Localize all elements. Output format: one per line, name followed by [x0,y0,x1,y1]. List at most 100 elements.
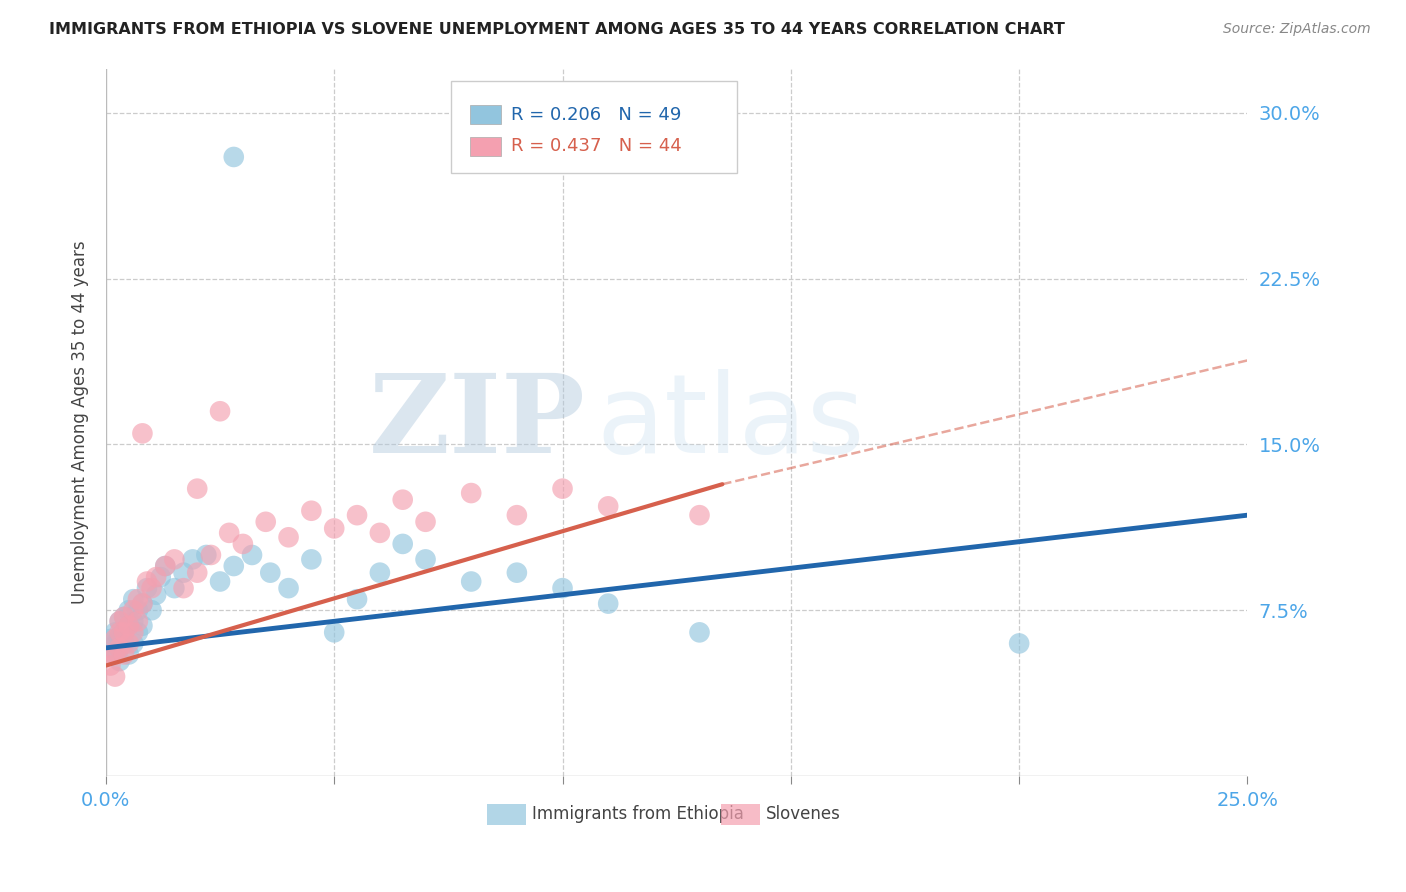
Point [598,597,620,611]
Point [689,625,711,640]
Point [460,574,482,589]
Point [415,515,437,529]
Point [163,552,186,566]
FancyBboxPatch shape [488,804,526,825]
Point [551,482,574,496]
Point [551,581,574,595]
Point [108,640,131,655]
Point [122,592,145,607]
Point [104,625,127,640]
Point [104,670,127,684]
Point [141,581,163,595]
Point [104,636,127,650]
Point [186,566,208,580]
Point [141,603,163,617]
Point [104,648,127,662]
Text: IMMIGRANTS FROM ETHIOPIA VS SLOVENE UNEMPLOYMENT AMONG AGES 35 TO 44 YEARS CORRE: IMMIGRANTS FROM ETHIOPIA VS SLOVENE UNEM… [49,22,1066,37]
Point [131,597,153,611]
Point [131,597,153,611]
Point [122,625,145,640]
Point [149,570,172,584]
Point [122,615,145,629]
Point [100,658,122,673]
Point [136,574,159,589]
Point [127,603,149,617]
Point [277,581,299,595]
Point [145,588,167,602]
Point [1008,636,1031,650]
Text: Slovenes: Slovenes [766,805,841,823]
Point [118,648,141,662]
Point [131,426,153,441]
Point [368,525,391,540]
Point [323,521,346,535]
Point [112,625,135,640]
Text: R = 0.206   N = 49: R = 0.206 N = 49 [512,105,682,123]
FancyBboxPatch shape [721,804,761,825]
Point [118,636,141,650]
Point [104,632,127,646]
Point [118,603,141,617]
Point [299,504,322,518]
Point [112,636,135,650]
Point [112,610,135,624]
Point [131,618,153,632]
Point [100,648,122,662]
Text: Immigrants from Ethiopia: Immigrants from Ethiopia [531,805,744,823]
Point [100,632,122,646]
Point [391,537,413,551]
Point [122,603,145,617]
Point [346,592,368,607]
FancyBboxPatch shape [470,136,501,156]
Point [181,552,204,566]
Point [506,508,529,523]
Point [222,150,245,164]
Point [368,566,391,580]
Point [222,559,245,574]
Text: ZIP: ZIP [368,368,585,475]
Point [122,636,145,650]
Point [346,508,368,523]
Point [506,566,529,580]
Point [118,618,141,632]
Point [598,500,620,514]
Point [108,615,131,629]
Point [186,482,208,496]
Point [195,548,218,562]
Point [112,610,135,624]
Point [108,640,131,655]
Point [209,574,232,589]
Point [108,615,131,629]
Point [173,581,195,595]
FancyBboxPatch shape [470,105,501,124]
Point [209,404,232,418]
Point [108,625,131,640]
Point [689,508,711,523]
Point [200,548,222,562]
Point [391,492,413,507]
Point [136,581,159,595]
Point [145,570,167,584]
FancyBboxPatch shape [451,80,737,173]
Point [112,648,135,662]
Point [163,581,186,595]
Point [127,625,149,640]
Point [173,566,195,580]
Y-axis label: Unemployment Among Ages 35 to 44 years: Unemployment Among Ages 35 to 44 years [72,241,89,604]
Point [254,515,277,529]
Point [415,552,437,566]
Point [108,654,131,668]
Point [118,618,141,632]
Point [155,559,177,574]
Point [240,548,263,562]
Point [323,625,346,640]
Text: atlas: atlas [596,368,865,475]
Point [112,625,135,640]
Text: R = 0.437   N = 44: R = 0.437 N = 44 [512,137,682,155]
Point [100,640,122,655]
Text: Source: ZipAtlas.com: Source: ZipAtlas.com [1223,22,1371,37]
Point [232,537,254,551]
Point [108,630,131,644]
Point [155,559,177,574]
Point [127,615,149,629]
